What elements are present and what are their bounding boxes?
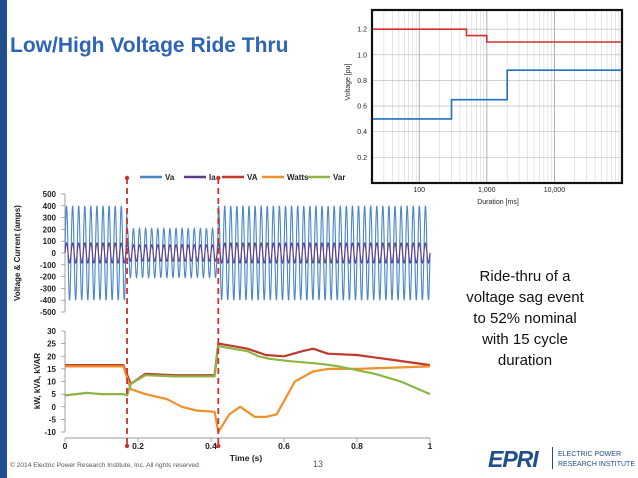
y-axis-label: Voltage & Current (amps) — [13, 205, 22, 301]
logo-tagline-line: RESEARCH INSTITUTE — [558, 461, 635, 468]
y-tick-label: 400 — [43, 202, 57, 211]
x-tick-label: 0 — [63, 441, 68, 451]
description-line: Ride-thru of a — [479, 268, 571, 285]
x-tick-label: 1 — [428, 441, 433, 451]
y-axis-label: Voltage [pu] — [345, 63, 352, 100]
legend-label: Var — [333, 173, 345, 182]
event-marker-dot — [124, 175, 130, 181]
series-line — [65, 365, 431, 434]
description-line: voltage sag event — [466, 289, 584, 306]
y-tick-label: 200 — [43, 225, 57, 234]
event-marker-dot — [216, 443, 221, 449]
x-axis-label: Time (s) — [230, 453, 263, 463]
y-tick-label: 0.6 — [357, 104, 367, 111]
event-marker-dot — [124, 443, 130, 449]
series-line — [372, 28, 622, 43]
x-tick-label: 0.6 — [278, 441, 290, 451]
series-line — [64, 345, 431, 397]
x-tick-label: 10,000 — [544, 187, 566, 194]
y-tick-label: 0.8 — [357, 78, 367, 85]
y-tick-label: -5 — [49, 415, 57, 424]
description-line: duration — [497, 352, 553, 369]
legend-label: VA — [247, 173, 258, 182]
x-axis-label: Duration [ms] — [477, 199, 519, 206]
y-tick-label: 0 — [52, 249, 57, 258]
y-tick-label: 30 — [47, 327, 56, 336]
y-tick-label: 1.2 — [357, 27, 367, 34]
y-tick-label: -100 — [40, 261, 57, 270]
y-tick-label: 5 — [52, 390, 57, 399]
y-tick-label: 0.4 — [357, 129, 367, 136]
y-tick-label: 100 — [43, 237, 57, 246]
y-tick-label: 25 — [47, 340, 56, 349]
y-tick-label: 500 — [43, 190, 57, 199]
page-number: 13 — [313, 459, 324, 469]
slide-description: Ride-thru of a voltage sag event to 52% … — [450, 266, 600, 371]
slide-title: Low/High Voltage Ride Thru — [10, 34, 289, 57]
y-tick-label: -400 — [40, 296, 57, 305]
x-tick-label: 0.4 — [205, 441, 217, 451]
epri-logo: EPRI ELECTRIC POWER RESEARCH INSTITUTE — [488, 446, 635, 472]
y-tick-label: 10 — [47, 378, 56, 387]
x-tick-label: 0.8 — [351, 441, 363, 451]
y-tick-label: 0.2 — [357, 155, 367, 162]
y-tick-label: -500 — [40, 308, 57, 317]
y-tick-label: -200 — [40, 273, 57, 282]
y-tick-label: 20 — [47, 352, 56, 361]
description-line: to 52% nominal — [473, 310, 577, 327]
y-axis-label: kW, kVA, kVAR — [33, 353, 42, 409]
copyright-footer: © 2014 Electric Power Research Institute… — [10, 462, 201, 469]
x-tick-label: 0.2 — [132, 441, 144, 451]
event-marker-dot — [216, 175, 221, 181]
legend-label: Watts — [287, 173, 309, 182]
legend-label: Va — [165, 173, 175, 182]
y-tick-label: 300 — [43, 214, 57, 223]
logo-tagline-line: ELECTRIC POWER — [558, 451, 621, 458]
y-tick-label: -300 — [40, 284, 57, 293]
series-line — [64, 242, 431, 264]
y-tick-label: 15 — [47, 365, 56, 374]
plot-frame — [370, 8, 624, 185]
logo-wordmark: EPRI — [488, 446, 539, 472]
series-line — [65, 342, 431, 386]
y-tick-label: -10 — [44, 428, 56, 437]
series-line — [372, 69, 622, 120]
y-tick-label: 1.0 — [357, 52, 367, 59]
plot-area — [372, 10, 622, 183]
legend-label: Ia — [209, 173, 216, 182]
slide-accent-bar — [0, 0, 7, 478]
y-tick-label: 0 — [52, 403, 57, 412]
x-tick-label: 1,000 — [478, 187, 496, 194]
x-tick-label: 100 — [413, 187, 425, 194]
description-line: with 15 cycle — [482, 331, 568, 348]
